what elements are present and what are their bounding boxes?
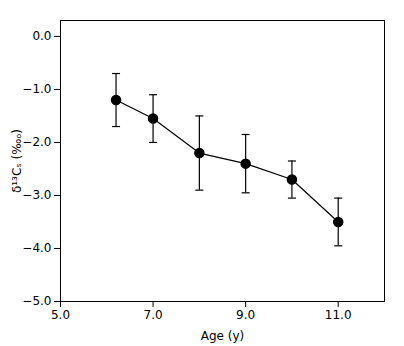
svg-text:δ¹³Cₛ (‰ₒ): δ¹³Cₛ (‰ₒ) bbox=[10, 129, 24, 193]
svg-text:Age (y): Age (y) bbox=[201, 329, 245, 343]
svg-text:0.0: 0.0 bbox=[32, 29, 51, 43]
svg-text:9.0: 9.0 bbox=[236, 308, 255, 322]
svg-text:−1.0: −1.0 bbox=[22, 82, 51, 96]
svg-text:−5.0: −5.0 bbox=[22, 294, 51, 308]
svg-text:−3.0: −3.0 bbox=[22, 188, 51, 202]
svg-text:5.0: 5.0 bbox=[51, 308, 70, 322]
svg-text:−4.0: −4.0 bbox=[22, 241, 51, 255]
svg-text:11.0: 11.0 bbox=[325, 308, 352, 322]
svg-text:−2.0: −2.0 bbox=[22, 135, 51, 149]
svg-text:7.0: 7.0 bbox=[144, 308, 163, 322]
